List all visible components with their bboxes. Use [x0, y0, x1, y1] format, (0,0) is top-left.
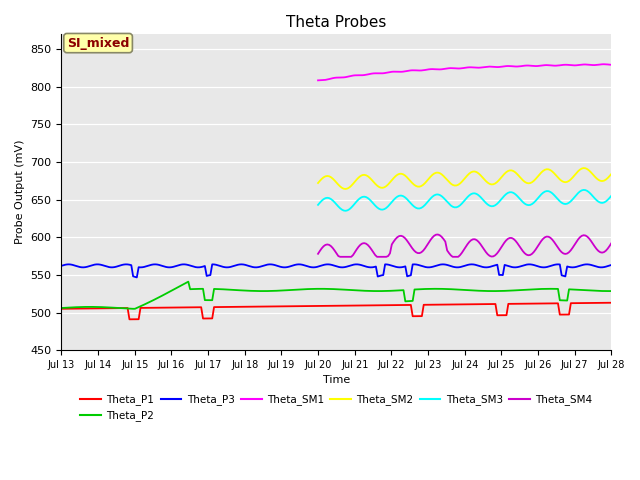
- Y-axis label: Probe Output (mV): Probe Output (mV): [15, 140, 25, 244]
- Theta_SM4: [508, 235, 516, 241]
- Theta_P1: [558, 312, 566, 317]
- Theta_P3: [133, 275, 141, 280]
- Theta_SM1: [600, 61, 608, 67]
- Theta_SM2: [342, 186, 349, 192]
- Theta_SM2: [506, 168, 514, 173]
- Theta_P2: [607, 288, 615, 294]
- Theta_SM2: [314, 180, 322, 186]
- Theta_P3: [554, 262, 562, 267]
- Theta_SM2: [607, 171, 615, 177]
- Theta_P1: [385, 302, 392, 308]
- Theta_P1: [60, 306, 67, 312]
- Theta_SM4: [596, 249, 604, 255]
- X-axis label: Time: Time: [323, 375, 350, 385]
- Theta_SM3: [314, 202, 322, 208]
- Theta_P1: [396, 302, 404, 308]
- Theta_SM2: [596, 178, 604, 184]
- Theta_P3: [58, 263, 65, 269]
- Theta_P3: [60, 263, 67, 268]
- Line: Theta_P1: Theta_P1: [61, 303, 611, 319]
- Theta_SM3: [556, 198, 563, 204]
- Theta_P1: [58, 306, 65, 312]
- Theta_SM3: [506, 189, 514, 195]
- Theta_SM3: [607, 193, 615, 199]
- Theta_SM1: [504, 63, 512, 69]
- Theta_P2: [525, 287, 532, 292]
- Theta_P2: [184, 279, 192, 285]
- Theta_SM2: [580, 165, 588, 171]
- Theta_P2: [559, 298, 567, 303]
- Theta_P3: [523, 262, 531, 267]
- Theta_P3: [385, 262, 392, 268]
- Theta_P2: [60, 305, 67, 311]
- Theta_SM4: [607, 240, 615, 246]
- Theta_P2: [387, 288, 394, 294]
- Theta_P1: [387, 302, 394, 308]
- Theta_SM2: [399, 171, 406, 177]
- Theta_P2: [129, 306, 137, 312]
- Theta_SM1: [373, 71, 381, 76]
- Theta_P1: [523, 301, 531, 307]
- Theta_SM1: [477, 65, 484, 71]
- Theta_P3: [607, 262, 615, 268]
- Theta_P3: [387, 263, 394, 268]
- Line: Theta_P3: Theta_P3: [61, 264, 611, 277]
- Theta_P2: [398, 288, 406, 293]
- Theta_SM4: [480, 247, 488, 252]
- Theta_SM4: [314, 251, 322, 257]
- Theta_SM4: [557, 249, 565, 255]
- Theta_SM4: [399, 234, 406, 240]
- Theta_SM2: [478, 174, 486, 180]
- Theta_SM2: [375, 184, 383, 190]
- Theta_SM1: [593, 62, 600, 68]
- Theta_SM3: [596, 200, 604, 205]
- Theta_P3: [559, 273, 567, 279]
- Theta_SM4: [375, 254, 383, 260]
- Theta_SM4: [337, 254, 344, 260]
- Theta_SM1: [554, 63, 562, 69]
- Title: Theta Probes: Theta Probes: [286, 15, 387, 30]
- Line: Theta_SM1: Theta_SM1: [318, 64, 611, 80]
- Theta_P1: [607, 300, 615, 306]
- Theta_SM3: [342, 208, 349, 214]
- Theta_SM1: [314, 77, 322, 83]
- Theta_SM3: [478, 196, 486, 202]
- Theta_SM3: [375, 206, 383, 212]
- Theta_P3: [396, 264, 404, 270]
- Line: Theta_P2: Theta_P2: [61, 282, 611, 309]
- Theta_SM3: [580, 187, 588, 193]
- Theta_SM4: [434, 232, 442, 238]
- Theta_P2: [388, 288, 396, 294]
- Line: Theta_SM2: Theta_SM2: [318, 168, 611, 189]
- Line: Theta_SM3: Theta_SM3: [318, 190, 611, 211]
- Theta_SM1: [397, 69, 405, 75]
- Line: Theta_SM4: Theta_SM4: [318, 235, 611, 257]
- Text: SI_mixed: SI_mixed: [67, 36, 129, 49]
- Theta_P2: [58, 305, 65, 311]
- Theta_SM2: [556, 176, 563, 182]
- Theta_P1: [125, 316, 133, 322]
- Theta_SM1: [607, 62, 615, 68]
- Legend: Theta_P1, Theta_P2, Theta_P3, Theta_SM1, Theta_SM2, Theta_SM3, Theta_SM4: Theta_P1, Theta_P2, Theta_P3, Theta_SM1,…: [76, 390, 596, 426]
- Theta_SM3: [399, 193, 406, 199]
